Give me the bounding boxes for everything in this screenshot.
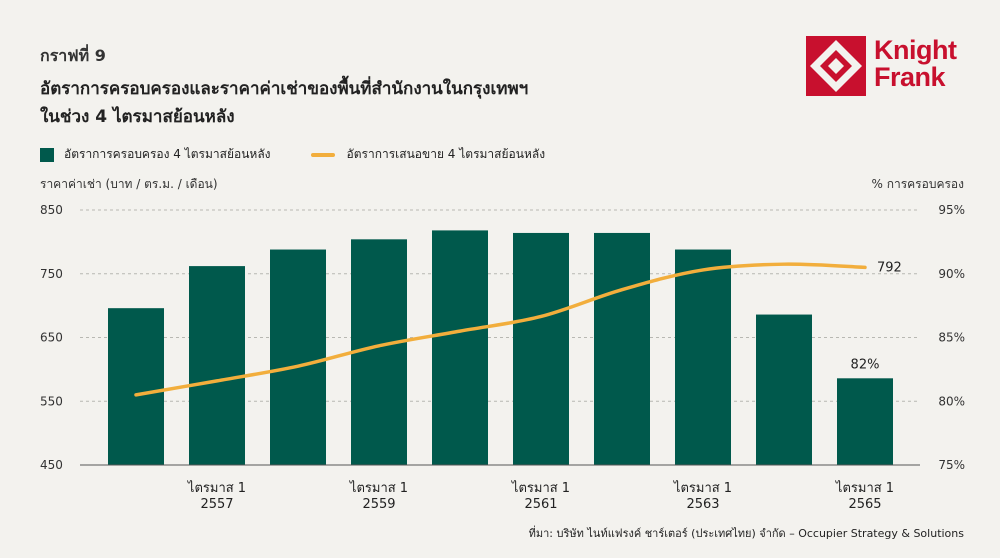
occupancy-bar [594, 232, 650, 465]
knight-frank-logo [806, 36, 866, 96]
y-axis-left-title: ราคาค่าเช่า (บาท / ตร.ม. / เดือน) [40, 177, 218, 191]
chart-title: อัตราการครอบครองและราคาค่าเช่าของพื้นที่… [40, 79, 529, 99]
x-tick-label-year: 2565 [848, 497, 881, 512]
occupancy-bar [513, 232, 569, 465]
y-right-tick-label: 80% [938, 394, 965, 408]
logo-mark-icon [806, 36, 866, 96]
logo-wordmark: Knight Frank [874, 35, 957, 92]
occupancy-bar [675, 249, 731, 465]
legend-line-label: อัตราการเสนอขาย 4 ไตรมาสย้อนหลัง [346, 147, 546, 161]
x-tick-label-year: 2563 [686, 497, 719, 512]
x-tick-label-year: 2559 [362, 497, 395, 512]
legend-bar-label: อัตราการครอบครอง 4 ไตรมาสย้อนหลัง [64, 147, 271, 161]
occupancy-bar [270, 249, 326, 465]
y-left-tick-label: 450 [40, 458, 63, 472]
occupancy-bar [756, 314, 812, 465]
legend-bar-swatch [40, 147, 54, 162]
legend-line-swatch [310, 152, 335, 157]
data-label: 82% [851, 357, 880, 372]
source-note: ที่มา: บริษัท ไนท์แฟรงค์ ชาร์เตอร์ (ประเ… [528, 527, 964, 540]
occupancy-bar [351, 239, 407, 465]
legend: อัตราการครอบครอง 4 ไตรมาสย้อนหลัง อัตราก… [40, 145, 545, 164]
x-tick-label: ไตรมาส 1 [835, 480, 894, 496]
chart-title-line2: ในช่วง 4 ไตรมาสย้อนหลัง [40, 107, 235, 127]
occupancy-bar [189, 266, 245, 465]
asking-rent-line [134, 262, 867, 397]
occupancy-bar [108, 308, 164, 465]
x-tick-label: ไตรมาส 1 [511, 480, 570, 496]
logo-text-line2: Frank [874, 62, 946, 92]
y-left-tick-label: 850 [40, 203, 63, 217]
x-tick-label-year: 2561 [524, 497, 557, 512]
y-right-tick-label: 75% [938, 458, 965, 472]
logo-text-line1: Knight [874, 35, 957, 65]
figure-number: กราฟที่ 9 [40, 46, 106, 65]
y-left-tick-label: 650 [40, 331, 63, 345]
x-tick-label-year: 2557 [200, 497, 233, 512]
x-tick-label: ไตรมาส 1 [187, 480, 246, 496]
occupancy-bar [432, 230, 488, 465]
y-right-tick-label: 95% [938, 203, 965, 217]
y-left-tick-label: 550 [40, 394, 63, 408]
occupancy-bar [837, 378, 893, 465]
data-label: 792 [877, 260, 902, 275]
y-axis-right-title: % การครอบครอง [871, 177, 964, 191]
x-tick-label: ไตรมาส 1 [349, 480, 408, 496]
y-left-tick-label: 750 [40, 267, 63, 281]
y-right-tick-label: 90% [938, 267, 965, 281]
y-right-tick-label: 85% [938, 331, 965, 345]
x-tick-label: ไตรมาส 1 [673, 480, 732, 496]
